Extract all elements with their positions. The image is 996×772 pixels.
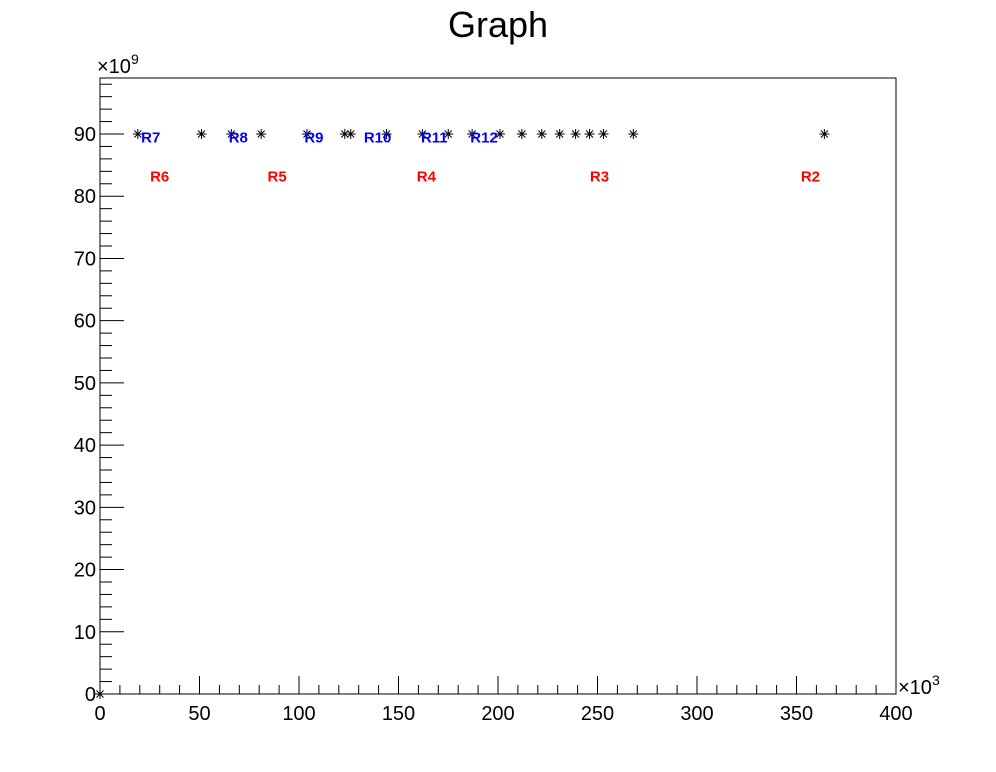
data-point — [381, 129, 392, 139]
y-tick-label: 30 — [74, 497, 96, 519]
data-point-stroke — [382, 130, 391, 138]
data-point-stroke — [585, 130, 594, 138]
data-point-stroke — [96, 690, 104, 698]
annotation-label: R7 — [141, 129, 160, 146]
y-multiplier-base: ×10 — [97, 56, 131, 78]
data-point — [819, 129, 830, 139]
data-point — [226, 129, 237, 139]
data-point-stroke — [629, 130, 638, 138]
annotation-label: R9 — [304, 129, 323, 146]
data-point — [584, 129, 595, 139]
y-tick-label: 50 — [74, 373, 96, 395]
data-point — [95, 689, 105, 699]
y-tick-label: 20 — [74, 560, 96, 582]
chart-title: Graph — [448, 4, 548, 45]
x-tick-label: 350 — [780, 703, 813, 725]
y-tick-label: 40 — [74, 435, 96, 457]
data-point-stroke — [257, 130, 266, 138]
data-point — [443, 129, 454, 139]
data-point — [570, 129, 581, 139]
data-point — [256, 129, 267, 139]
x-tick-label: 300 — [680, 703, 713, 725]
annotation-label: R5 — [268, 169, 287, 186]
data-point — [598, 129, 609, 139]
annotation-label: R11 — [421, 129, 448, 146]
x-multiplier: ×103 — [898, 672, 940, 699]
data-point — [467, 129, 478, 139]
data-point — [132, 129, 143, 139]
data-point-stroke — [444, 130, 453, 138]
data-point-stroke — [571, 130, 580, 138]
data-point-stroke — [468, 130, 476, 138]
data-point-stroke — [340, 130, 349, 138]
data-points — [95, 129, 830, 699]
plot-frame — [99, 77, 897, 695]
data-point-stroke — [537, 130, 546, 138]
annotation-label: R4 — [417, 169, 437, 186]
data-point-stroke — [496, 130, 504, 138]
data-point-stroke — [303, 130, 311, 138]
data-point — [417, 129, 428, 139]
data-point-stroke — [133, 130, 142, 138]
y-tick-label: 70 — [74, 248, 96, 270]
annotation-label: R12 — [470, 129, 498, 146]
x-tick-label: 50 — [188, 703, 210, 725]
x-tick-label: 100 — [282, 703, 315, 725]
y-multiplier: ×109 — [97, 51, 139, 78]
data-point-stroke — [346, 130, 355, 138]
x-multiplier-base: ×10 — [898, 677, 932, 699]
data-point — [345, 129, 356, 139]
annotation-label: R10 — [364, 129, 392, 146]
y-tick-label: 60 — [74, 311, 96, 333]
y-tick-label: 80 — [74, 186, 96, 208]
data-point — [301, 129, 312, 139]
annotation-label: R8 — [229, 129, 248, 146]
data-point — [554, 129, 565, 139]
y-tick-label: 0 — [85, 684, 96, 706]
data-point — [494, 129, 505, 139]
x-axis: 0 50 100 150 200 250 300 350 400 — [94, 676, 913, 725]
data-point-stroke — [418, 130, 427, 138]
x-tick-label: 250 — [581, 703, 614, 725]
x-multiplier-exponent: 3 — [932, 672, 940, 688]
data-point-stroke — [518, 130, 526, 138]
data-point-stroke — [820, 130, 829, 138]
data-point — [196, 129, 207, 139]
annotation-label: R2 — [801, 169, 820, 186]
data-point — [536, 129, 547, 139]
data-point — [516, 129, 527, 139]
x-tick-label: 200 — [481, 703, 514, 725]
data-point-stroke — [555, 130, 564, 138]
y-tick-label: 90 — [74, 124, 96, 146]
y-axis: 0 10 20 30 40 50 60 70 80 90 — [74, 83, 124, 706]
data-point-stroke — [599, 130, 608, 138]
y-multiplier-exponent: 9 — [131, 51, 139, 67]
annotation-label: R6 — [150, 169, 169, 186]
data-point — [628, 129, 639, 139]
data-point-stroke — [227, 130, 236, 138]
data-point-stroke — [197, 130, 206, 138]
annotation-label: R3 — [590, 169, 609, 186]
y-tick-label: 10 — [74, 622, 96, 644]
x-tick-label: 0 — [94, 703, 105, 725]
annotations: R7 R8 R9 R10 R11 R12 R6 R5 R4 R3 R2 — [141, 129, 820, 185]
x-tick-label: 150 — [382, 703, 415, 725]
x-tick-label: 400 — [879, 703, 912, 725]
